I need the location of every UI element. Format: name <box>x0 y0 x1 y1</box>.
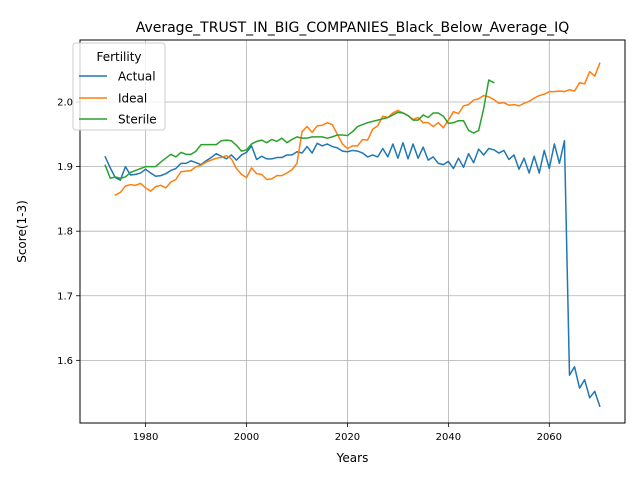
x-tick-label: 2000 <box>234 432 259 443</box>
legend: Fertility Actual Ideal Sterile <box>72 42 166 131</box>
grid-lines <box>80 40 625 423</box>
chart-title: Average_TRUST_IN_BIG_COMPANIES_Black_Bel… <box>136 20 570 36</box>
x-tick-label: 1980 <box>133 432 158 443</box>
legend-box <box>72 42 166 131</box>
series-line-sterile <box>104 79 495 179</box>
series-line-ideal <box>114 62 601 197</box>
y-tick-label: 1.8 <box>57 227 73 238</box>
y-tick-label: 1.7 <box>57 291 73 302</box>
legend-label-actual: Actual <box>118 70 156 84</box>
legend-label-ideal: Ideal <box>118 92 147 106</box>
y-tick-label: 2.0 <box>57 98 73 109</box>
legend-label-sterile: Sterile <box>118 113 157 127</box>
y-tick-label: 1.6 <box>57 356 73 367</box>
x-tick-label: 2060 <box>537 432 562 443</box>
series-line-actual <box>104 140 601 408</box>
x-tick-label: 2040 <box>436 432 461 443</box>
axis-ticks: 1980 2000 2020 2040 2060 1.6 1.7 1.8 1.9 2.0 <box>57 98 562 443</box>
y-axis-label: Score(1-3) <box>15 200 29 263</box>
x-tick-label: 2020 <box>335 432 360 443</box>
series-lines <box>104 62 601 408</box>
y-tick-label: 1.9 <box>57 162 73 173</box>
legend-title: Fertility <box>96 50 141 64</box>
x-axis-label: Years <box>336 451 369 465</box>
